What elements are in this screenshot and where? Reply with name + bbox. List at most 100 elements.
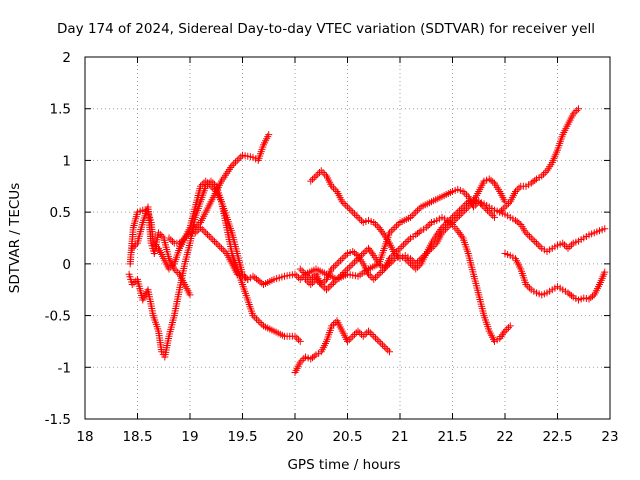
data-point [321, 277, 329, 285]
x-axis-label: GPS time / hours [287, 457, 400, 473]
data-point [337, 272, 344, 280]
y-tick-label: -1.5 [45, 412, 71, 428]
data-point [391, 250, 399, 258]
data-point [433, 231, 441, 239]
data-point [601, 225, 609, 233]
data-point [536, 243, 544, 251]
data-point [256, 318, 264, 326]
data-point [338, 255, 346, 263]
data-point [253, 315, 260, 323]
data-point [170, 265, 178, 273]
data-point [484, 206, 491, 214]
data-point [456, 230, 464, 238]
data-point [358, 251, 365, 259]
data-point [359, 332, 367, 340]
data-point [302, 270, 309, 278]
data-point [500, 329, 508, 337]
data-series-arc-c [125, 177, 498, 361]
data-point [221, 248, 229, 256]
data-point [376, 225, 384, 233]
data-point [515, 219, 523, 227]
data-point [197, 182, 204, 190]
data-point [228, 162, 236, 170]
data-point [330, 263, 337, 271]
data-point [522, 229, 530, 237]
data-point [440, 222, 448, 230]
data-point [172, 267, 180, 275]
data-point [400, 241, 407, 249]
data-point [344, 203, 351, 211]
data-point [526, 284, 533, 292]
data-point [132, 241, 140, 249]
data-point [368, 331, 376, 339]
data-point [367, 248, 375, 256]
x-tick-label: 21 [391, 429, 408, 445]
data-point [566, 243, 574, 251]
data-point [344, 265, 351, 273]
data-point [293, 272, 301, 280]
data-point [333, 275, 341, 283]
data-point [410, 210, 418, 218]
data-point [384, 346, 392, 354]
data-point [457, 205, 465, 213]
data-point [211, 237, 218, 245]
data-point [298, 356, 306, 364]
data-point [344, 337, 351, 345]
data-point [312, 172, 320, 180]
data-point [512, 187, 519, 195]
data-point [232, 158, 239, 166]
y-tick-labels: -1.5 -1 -0.5 0 0.5 1 1.5 2 [45, 50, 71, 428]
data-point [575, 105, 582, 113]
data-point [375, 224, 383, 232]
data-point [377, 339, 385, 347]
data-point [437, 225, 445, 233]
data-point [496, 334, 504, 342]
data-point [373, 336, 381, 344]
data-point [359, 250, 367, 258]
data-point [401, 239, 409, 247]
data-point [204, 231, 211, 239]
data-point [426, 220, 434, 228]
data-point [209, 184, 217, 192]
data-series-arc-j [501, 250, 609, 304]
data-point [351, 210, 358, 218]
x-tick-label: 21.5 [437, 429, 467, 445]
data-point [265, 131, 273, 139]
data-point [349, 332, 357, 340]
data-point [296, 337, 304, 345]
data-point [328, 182, 336, 190]
data-point [527, 234, 535, 242]
data-point [328, 265, 336, 273]
data-series-arc-b [128, 203, 194, 299]
data-point [375, 260, 383, 268]
data-points [125, 105, 609, 376]
data-point [347, 334, 355, 342]
data-point [531, 237, 539, 245]
x-tick-label: 22 [496, 429, 513, 445]
data-point [244, 275, 252, 283]
data-point [368, 250, 376, 258]
data-point [338, 270, 346, 278]
data-point [347, 262, 355, 270]
data-point [403, 256, 411, 264]
data-point [335, 274, 343, 282]
data-series-arc-d [165, 224, 252, 283]
data-point [352, 212, 360, 220]
data-point [415, 228, 423, 236]
data-point [497, 333, 505, 341]
data-point [375, 270, 383, 278]
data-point [300, 355, 308, 363]
data-point [380, 343, 388, 351]
data-point [387, 253, 395, 261]
data-point [370, 332, 378, 340]
data-point [330, 320, 337, 328]
data-point [365, 327, 372, 335]
data-point [354, 213, 362, 221]
data-point [515, 184, 523, 192]
data-point [198, 181, 206, 189]
data-point [331, 262, 339, 270]
data-point [230, 160, 238, 168]
data-point [193, 227, 201, 235]
data-point [401, 255, 409, 263]
data-point [317, 167, 325, 175]
